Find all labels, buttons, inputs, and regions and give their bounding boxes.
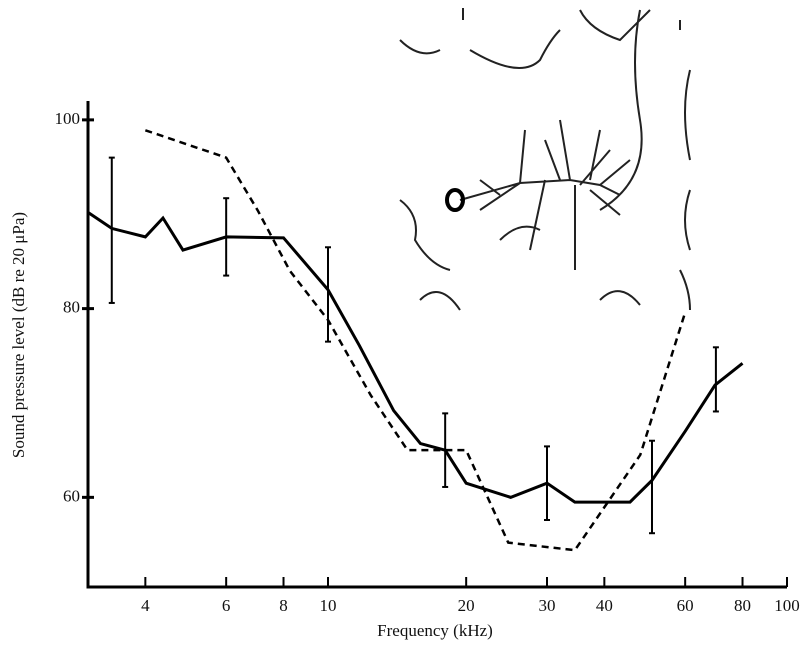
x-tick-label: 10 <box>320 596 337 615</box>
x-tick-label: 80 <box>734 596 751 615</box>
data-line <box>87 211 744 504</box>
inset-neuron-drawing <box>399 8 691 311</box>
x-tick-label: 6 <box>222 596 231 615</box>
x-tick-label: 20 <box>458 596 475 615</box>
x-tick-label: 60 <box>677 596 694 615</box>
axes <box>86 101 787 589</box>
x-axis-label: Frequency (kHz) <box>377 621 493 640</box>
x-tick-label: 8 <box>279 596 288 615</box>
y-tick-label: 80 <box>63 298 80 317</box>
data-line <box>144 129 687 552</box>
y-tick-label: 60 <box>63 486 80 505</box>
x-tick-label: 40 <box>596 596 613 615</box>
y-tick-label: 100 <box>55 109 81 128</box>
x-tick-label: 4 <box>141 596 150 615</box>
y-axis-label: Sound pressure level (dB re 20 μPa) <box>9 212 28 458</box>
x-tick-label: 30 <box>538 596 555 615</box>
x-tick-label: 100 <box>774 596 800 615</box>
